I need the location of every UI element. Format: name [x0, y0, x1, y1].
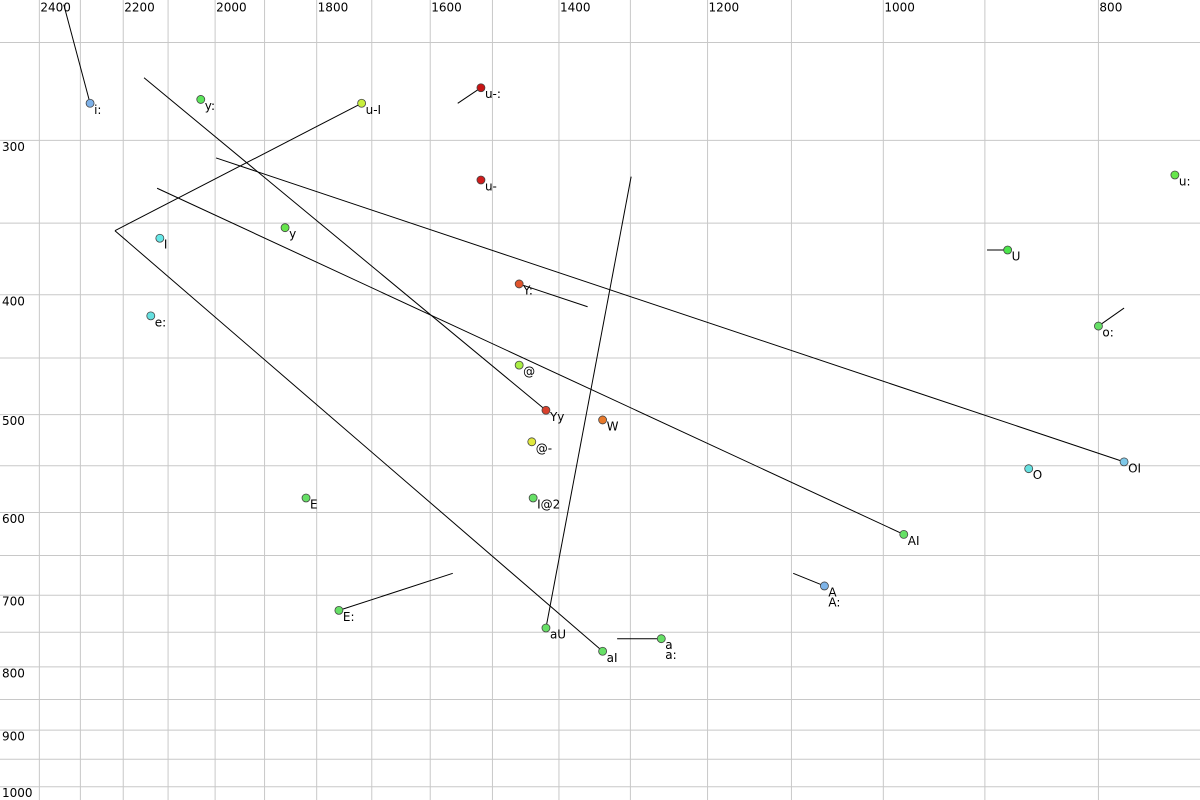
x-tick-label: 1600	[431, 1, 462, 15]
x-tick-label: 1800	[318, 1, 349, 15]
vowel-label: U	[1012, 250, 1021, 264]
vowel-label: A:	[828, 595, 840, 609]
trajectory	[215, 157, 1125, 463]
vowel-point	[527, 437, 537, 447]
y-tick-label: 1000	[2, 786, 33, 800]
trajectory	[114, 230, 603, 652]
vowel-point	[146, 311, 156, 321]
vowel-label: O	[1033, 468, 1042, 482]
vowel-label: E:	[343, 610, 355, 624]
vowel-point	[514, 360, 524, 370]
vowel-label: E	[310, 497, 318, 511]
vowel-label: AI	[908, 534, 920, 548]
trajectory	[1098, 307, 1125, 327]
vowel-point	[528, 493, 538, 503]
x-tick-label: 2400	[40, 1, 71, 15]
vowel-label: u:	[1179, 174, 1191, 188]
vowel-label: y	[289, 227, 296, 241]
trajectory	[143, 77, 547, 411]
vowel-point	[476, 175, 486, 185]
y-tick-label: 800	[2, 666, 25, 680]
vowel-point	[1094, 321, 1103, 331]
y-tick-label: 600	[2, 512, 25, 526]
vowel-label: OI	[1128, 461, 1141, 475]
vowel-point	[514, 279, 524, 289]
trajectory	[793, 572, 825, 587]
vowel-label: e:	[155, 315, 166, 329]
vowel-point	[598, 415, 608, 425]
vowel-point	[541, 623, 551, 633]
vowel-label: a	[665, 638, 672, 652]
vowel-label: u-:	[485, 87, 501, 101]
trajectory	[338, 572, 453, 611]
y-tick-label: 300	[2, 140, 25, 154]
vowel-point	[820, 581, 829, 591]
x-tick-label: 800	[1099, 1, 1122, 15]
y-tick-label: 500	[2, 414, 25, 428]
vowel-label: W	[607, 419, 619, 433]
trajectories	[63, 4, 1125, 652]
trajectory	[156, 187, 904, 535]
x-tick-label: 2200	[124, 1, 155, 15]
vowel-point	[541, 405, 551, 415]
vowel-label: o:	[1102, 326, 1113, 340]
y-tick-label: 900	[2, 730, 25, 744]
vowel-label: aU	[550, 627, 566, 641]
y-tick-label: 400	[2, 294, 25, 308]
vowel-point	[1003, 245, 1013, 255]
trajectory	[114, 102, 362, 232]
vowel-point	[301, 493, 311, 503]
x-tick-label: 1200	[709, 1, 740, 15]
vowel-point	[155, 233, 165, 243]
vowel-point	[85, 98, 95, 108]
vowel-point	[899, 529, 909, 539]
x-tick-label: 2000	[216, 1, 247, 15]
trajectory	[63, 4, 91, 104]
vowel-point	[1024, 464, 1034, 474]
vowel-label: @	[523, 365, 535, 379]
vowel-label: A	[828, 585, 837, 599]
vowel-label: Yy	[549, 410, 564, 424]
vowel-label: @-	[536, 441, 552, 455]
x-tick-label: 1400	[560, 1, 591, 15]
vowel-label: I@2	[537, 497, 560, 511]
vowel-point	[476, 83, 486, 93]
vowel-point	[196, 95, 206, 104]
vowel-point	[280, 223, 290, 233]
vowel-label: aI	[607, 651, 618, 665]
vowel-label: y:	[205, 99, 215, 113]
y-tick-label: 700	[2, 595, 25, 609]
vowel-label: u-I	[366, 103, 381, 117]
vowel-label: i:	[94, 103, 101, 117]
vowel-point	[656, 634, 666, 644]
vowel-point	[334, 605, 344, 615]
vowel-label: u-	[485, 179, 497, 193]
trajectory	[519, 283, 588, 308]
trajectory	[457, 87, 482, 104]
vowel-point	[1170, 170, 1180, 180]
vowel-label: a:	[665, 648, 676, 662]
vowel-label: Y:	[522, 283, 533, 297]
vowel-label: I	[164, 238, 168, 252]
x-tick-label: 1000	[884, 1, 915, 15]
vowel-point	[1119, 457, 1129, 467]
points	[85, 83, 1180, 656]
trajectory	[545, 176, 632, 629]
vowel-point	[598, 646, 608, 656]
vowel-point	[357, 98, 367, 108]
